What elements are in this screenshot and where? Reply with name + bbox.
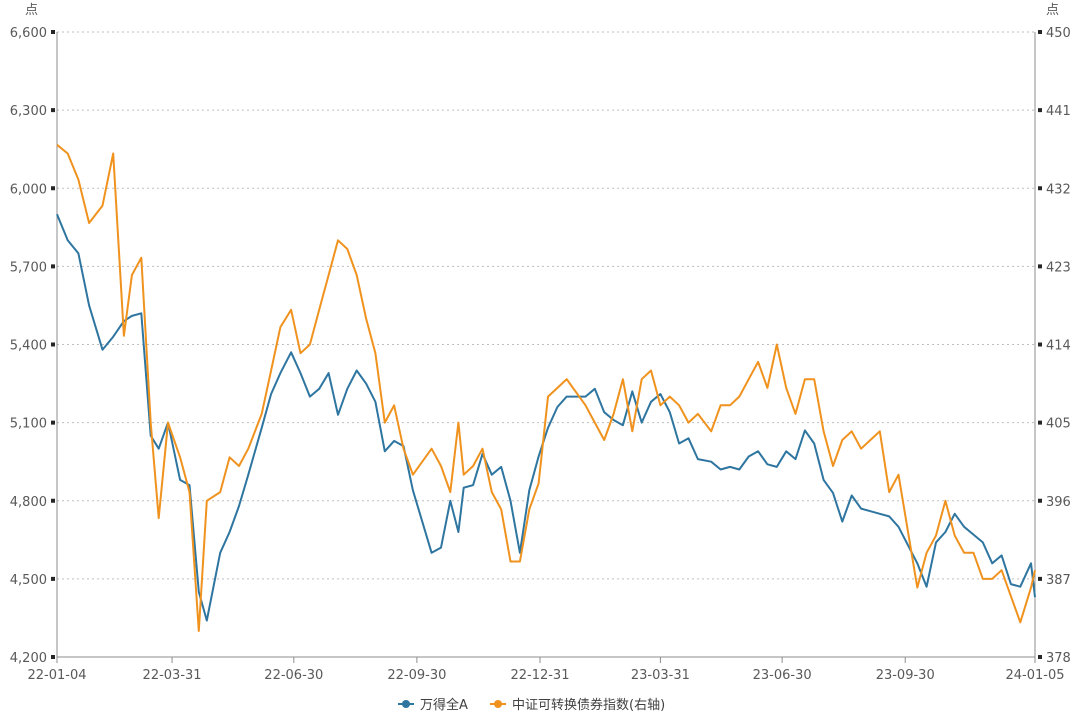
right-tick-mark [1038, 30, 1042, 34]
series-line-2 [56, 144, 1036, 632]
left-tick-label: 4,200 [10, 651, 47, 666]
x-tick-label: 22-09-30 [387, 668, 446, 683]
right-tick-mark [1038, 186, 1042, 191]
legend-marker-dot-series-1 [402, 700, 410, 708]
legend-label-series-1: 万得全A [420, 697, 468, 713]
right-tick-mark [1038, 264, 1042, 269]
right-tick-label: 432 [1046, 182, 1071, 197]
left-axis-unit: 点 [25, 3, 38, 18]
right-tick-mark [1038, 576, 1042, 581]
x-tick-label: 23-09-30 [876, 668, 935, 683]
right-tick-label: 378 [1046, 651, 1071, 666]
right-tick-label: 441 [1046, 104, 1071, 119]
right-tick-label: 387 [1046, 573, 1071, 588]
right-tick-mark [1038, 498, 1042, 503]
series-layer [56, 144, 1036, 632]
left-tick-mark [51, 108, 55, 113]
series-line-1 [56, 213, 1036, 622]
left-tick-label: 5,100 [10, 417, 47, 432]
legend-label-series-2: 中证可转换债券指数(右轴) [512, 697, 665, 713]
left-tick-label: 5,700 [10, 260, 47, 275]
right-tick-label: 450 [1046, 26, 1071, 41]
left-tick-label: 4,500 [10, 573, 47, 588]
right-tick-mark [1038, 655, 1042, 659]
right-tick-label: 396 [1046, 495, 1071, 510]
right-tick-mark [1038, 420, 1042, 425]
right-axis-unit: 点 [1046, 3, 1059, 18]
left-tick-mark [51, 30, 55, 34]
right-tick-label: 414 [1046, 339, 1071, 354]
left-tick-mark [51, 342, 55, 347]
right-tick-mark [1038, 342, 1042, 347]
right-y-axis-ticks: 378 387 396 405 414 423 432 441 450 [1038, 26, 1071, 666]
left-y-axis-ticks: 4,200 4,500 4,800 5,100 5,400 5,700 6,000 6,300… [10, 26, 55, 666]
left-tick-mark [51, 420, 55, 425]
left-tick-mark [51, 264, 55, 269]
left-tick-label: 5,400 [10, 339, 47, 354]
left-tick-mark [51, 576, 55, 581]
x-tick-label: 22-03-31 [143, 668, 202, 683]
legend-marker-dot-series-2 [494, 700, 502, 708]
x-tick-label: 22-01-04 [27, 668, 86, 683]
left-tick-mark [51, 498, 55, 503]
x-tick-label: 23-06-30 [753, 668, 812, 683]
left-tick-label: 4,800 [10, 495, 47, 510]
x-tick-label: 22-06-30 [264, 668, 323, 683]
x-tick-label: 22-12-31 [510, 668, 569, 683]
right-tick-label: 405 [1046, 417, 1071, 432]
left-tick-label: 6,000 [10, 182, 47, 197]
left-tick-label: 6,600 [10, 26, 47, 41]
right-tick-mark [1038, 108, 1042, 113]
x-tick-label: 24-01-05 [1005, 668, 1064, 683]
x-axis-ticks: 22-01-04 22-03-31 22-06-30 22-09-30 22-12-31… [27, 657, 1065, 683]
left-tick-label: 6,300 [10, 104, 47, 119]
x-tick-label: 23-03-31 [631, 668, 690, 683]
left-tick-mark [51, 655, 55, 659]
right-tick-label: 423 [1046, 260, 1071, 275]
legend: 万得全A 中证可转换债券指数(右轴) [398, 697, 665, 713]
grid-lines [57, 31, 1035, 580]
left-tick-mark [51, 186, 55, 191]
